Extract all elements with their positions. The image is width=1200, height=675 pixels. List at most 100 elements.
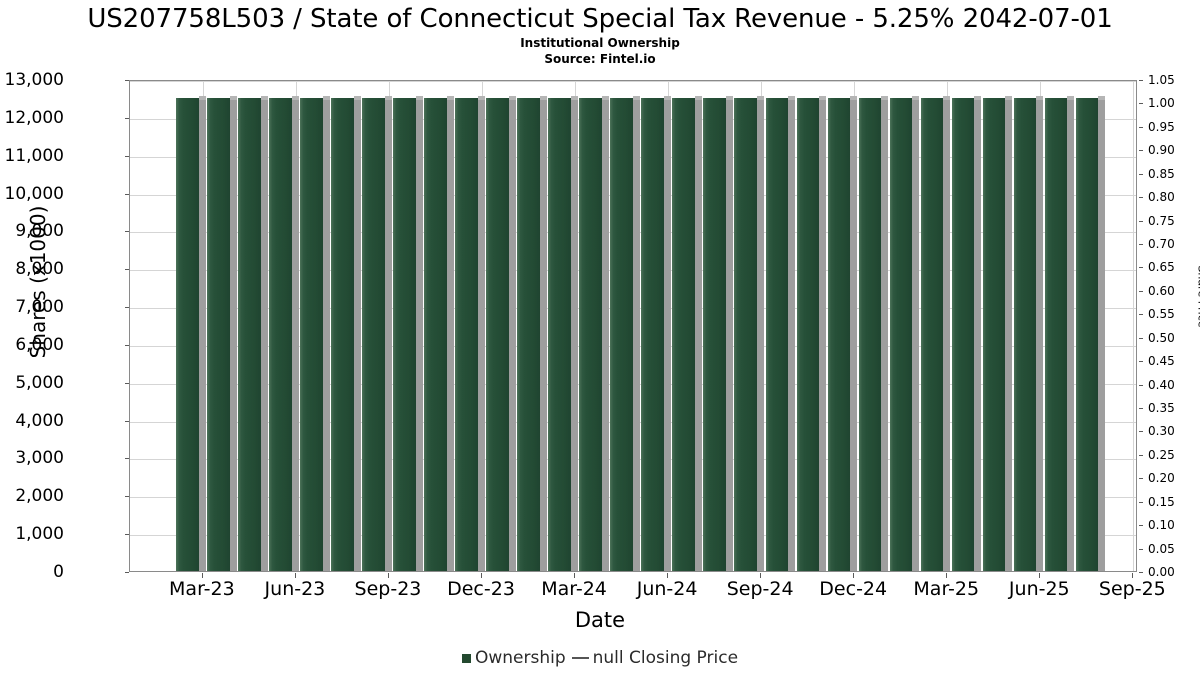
bar[interactable] — [920, 97, 943, 571]
bar-face — [1075, 97, 1098, 571]
legend-entry-closing-price[interactable]: null Closing Price — [566, 648, 738, 668]
bar-face — [641, 97, 664, 571]
bar-shadow — [1004, 97, 1012, 571]
bar-shadow-top — [849, 95, 857, 100]
y-axis-right-tick-mark — [1139, 314, 1143, 316]
bar-face — [486, 97, 509, 571]
y-axis-right-tick-mark — [1139, 337, 1143, 339]
y-axis-right-tick-mark — [1139, 290, 1143, 292]
bar[interactable] — [951, 97, 974, 571]
bar[interactable] — [517, 97, 540, 571]
bar[interactable] — [610, 97, 633, 571]
y-axis-right-tick-label: 0.95 — [1148, 119, 1175, 134]
y-axis-right-tick-mark — [1139, 150, 1143, 152]
bar-shadow — [291, 97, 299, 571]
bar[interactable] — [486, 97, 509, 571]
x-axis-tick-label: Mar-25 — [913, 578, 980, 600]
bar-face — [579, 97, 602, 571]
y-axis-right-tick-label: 0.20 — [1148, 471, 1175, 486]
x-axis-tick-label: Jun-23 — [264, 578, 326, 600]
y-axis-right-title: Share Price — [1195, 265, 1200, 328]
y-axis-right-tick-mark — [1139, 197, 1143, 199]
y-axis-right-tick-mark — [1139, 501, 1143, 503]
y-axis-left-tick-mark — [125, 382, 129, 384]
bar-face — [951, 97, 974, 571]
bar[interactable] — [858, 97, 881, 571]
bar[interactable] — [393, 97, 416, 571]
bar-face — [765, 97, 788, 571]
bar-face — [982, 97, 1005, 571]
bar[interactable] — [1075, 97, 1098, 571]
bar[interactable] — [1013, 97, 1036, 571]
bar[interactable] — [672, 97, 695, 571]
bar[interactable] — [176, 97, 199, 571]
bar[interactable] — [424, 97, 447, 571]
bar[interactable] — [238, 97, 261, 571]
y-axis-left-tick-label: 12,000 — [4, 107, 64, 128]
bar[interactable] — [827, 97, 850, 571]
bar[interactable] — [207, 97, 230, 571]
bar-shadow — [322, 97, 330, 571]
y-axis-left-tick-mark — [125, 344, 129, 346]
y-axis-left-tick-mark — [125, 155, 129, 157]
bar[interactable] — [796, 97, 819, 571]
bar-face — [362, 97, 385, 571]
y-axis-left-tick-mark — [125, 231, 129, 233]
bar-face — [610, 97, 633, 571]
bar-shadow-top — [570, 95, 578, 100]
y-axis-right-tick-mark — [1139, 173, 1143, 175]
x-axis-tick-mark — [853, 573, 855, 578]
legend-label-closing-price: null Closing Price — [592, 648, 739, 668]
bar[interactable] — [889, 97, 912, 571]
bar[interactable] — [579, 97, 602, 571]
y-axis-right-tick-mark — [1139, 525, 1143, 527]
bar-shadow-top — [911, 95, 919, 100]
y-axis-right-tick-mark — [1139, 384, 1143, 386]
y-axis-left-tick-mark — [125, 307, 129, 309]
bar-shadow — [1066, 97, 1074, 571]
bar-shadow-top — [818, 95, 826, 100]
gridline-horizontal — [130, 81, 1136, 82]
bar-shadow-top — [415, 95, 423, 100]
bar-shadow — [942, 97, 950, 571]
bar[interactable] — [331, 97, 354, 571]
x-axis-tick-label: Dec-24 — [819, 578, 888, 600]
bar-shadow — [260, 97, 268, 571]
bar-face — [331, 97, 354, 571]
bar-shadow — [508, 97, 516, 571]
legend-entry-ownership[interactable]: Ownership — [461, 648, 566, 668]
bar[interactable] — [269, 97, 292, 571]
bar-face — [176, 97, 199, 571]
bar-face — [548, 97, 571, 571]
bar-face — [734, 97, 757, 571]
bar[interactable] — [362, 97, 385, 571]
bar-shadow — [849, 97, 857, 571]
y-axis-right-tick-label: 0.40 — [1148, 377, 1175, 392]
bar-face — [858, 97, 881, 571]
x-axis-tick-label: Sep-25 — [1098, 578, 1166, 600]
bar[interactable] — [455, 97, 478, 571]
bar[interactable] — [1044, 97, 1067, 571]
y-axis-left-tick-label: 10,000 — [4, 183, 64, 204]
bar[interactable] — [548, 97, 571, 571]
bar[interactable] — [765, 97, 788, 571]
y-axis-right-tick-mark — [1139, 431, 1143, 433]
y-axis-left-tick-label: 3,000 — [15, 448, 64, 469]
bar[interactable] — [300, 97, 323, 571]
y-axis-right-tick-mark — [1139, 220, 1143, 222]
y-axis-left-tick-mark — [125, 117, 129, 119]
bar[interactable] — [641, 97, 664, 571]
y-axis-left-tick-label: 8,000 — [15, 259, 64, 280]
bar[interactable] — [982, 97, 1005, 571]
y-axis-left-tick-label: 6,000 — [15, 334, 64, 355]
bar-shadow-top — [322, 95, 330, 100]
bar[interactable] — [734, 97, 757, 571]
y-axis-left-tick-label: 2,000 — [15, 486, 64, 507]
bar-shadow-top — [1004, 95, 1012, 100]
y-axis-right-tick-label: 1.00 — [1148, 96, 1175, 111]
y-axis-left-tick-mark — [125, 534, 129, 536]
bar[interactable] — [703, 97, 726, 571]
bar-shadow-top — [973, 95, 981, 100]
bar-face — [455, 97, 478, 571]
y-axis-left-tick-mark — [125, 420, 129, 422]
